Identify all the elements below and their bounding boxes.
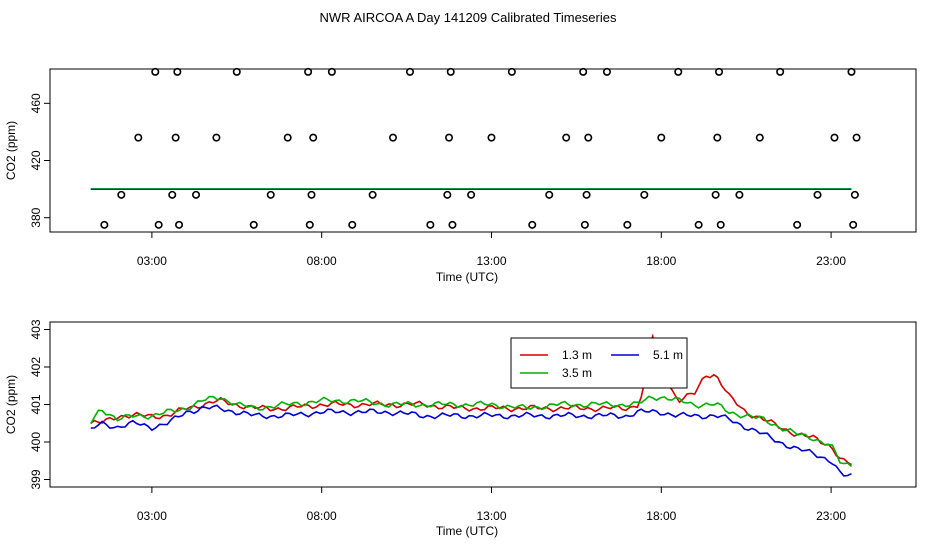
y-tick-label: 380: [29, 207, 43, 227]
data-point: [389, 133, 398, 142]
data-point: [443, 190, 452, 199]
y-axis-label: CO2 (ppm): [4, 121, 18, 180]
data-point: [467, 190, 476, 199]
data-point: [562, 133, 571, 142]
legend-label: 5.1 m: [653, 348, 683, 362]
bottom-line-panel: 03:00 08:00 13:00 18:00 23:00 399 400 401 402 403…: [4, 319, 917, 538]
x-axis-label: Time (UTC): [436, 524, 498, 538]
data-point: [192, 190, 201, 199]
data-point: [134, 133, 143, 142]
chart-title: NWR AIRCOA A Day 141209 Calibrated Times…: [320, 10, 617, 25]
data-point: [368, 190, 377, 199]
plot-frame: [49, 68, 917, 233]
data-point: [793, 220, 802, 229]
data-point: [579, 67, 588, 76]
y-tick-label: 402: [29, 357, 43, 377]
data-point: [212, 133, 221, 142]
legend-label: 3.5 m: [562, 366, 592, 380]
data-point: [847, 67, 856, 76]
data-point: [849, 220, 858, 229]
x-tick-label: 23:00: [816, 254, 846, 268]
series-line-5-1-m: [90, 404, 852, 477]
data-point: [735, 190, 744, 199]
data-point: [623, 220, 632, 229]
legend-box: [510, 337, 688, 389]
data-point: [507, 67, 516, 76]
x-axis-label: Time (UTC): [436, 270, 498, 284]
data-point: [852, 133, 861, 142]
data-point: [487, 133, 496, 142]
data-point: [830, 133, 839, 142]
data-point: [100, 220, 109, 229]
x-tick-label: 13:00: [476, 509, 506, 523]
data-point: [175, 220, 184, 229]
x-tick-label: 03:00: [137, 254, 167, 268]
data-point: [580, 220, 589, 229]
data-point: [309, 133, 318, 142]
y-tick-label: 400: [29, 432, 43, 452]
data-point: [173, 67, 182, 76]
data-point: [674, 67, 683, 76]
data-point: [307, 190, 316, 199]
data-point: [584, 133, 593, 142]
x-tick-label: 23:00: [816, 509, 846, 523]
data-point: [602, 67, 611, 76]
data-point: [117, 190, 126, 199]
data-point: [694, 220, 703, 229]
data-point: [405, 67, 414, 76]
data-point: [716, 220, 725, 229]
data-point: [168, 190, 177, 199]
y-tick-label: 420: [29, 150, 43, 170]
data-point: [305, 220, 314, 229]
data-point: [713, 133, 722, 142]
data-point: [445, 133, 454, 142]
data-point: [776, 67, 785, 76]
data-point: [711, 190, 720, 199]
data-point: [327, 67, 336, 76]
data-point: [249, 220, 258, 229]
y-tick-label: 403: [29, 319, 43, 339]
data-point: [850, 190, 859, 199]
data-point: [755, 133, 764, 142]
x-tick-label: 08:00: [307, 509, 337, 523]
data-point: [582, 190, 591, 199]
data-point: [426, 220, 435, 229]
x-tick-label: 03:00: [137, 509, 167, 523]
y-tick-label: 399: [29, 469, 43, 489]
data-point: [446, 67, 455, 76]
y-axis-label: CO2 (ppm): [4, 375, 18, 434]
data-point: [283, 133, 292, 142]
legend-label: 1.3 m: [562, 348, 592, 362]
series-line-3-5-m: [90, 395, 853, 468]
y-tick-label: 460: [29, 93, 43, 113]
x-tick-label: 18:00: [646, 509, 676, 523]
data-point: [657, 133, 666, 142]
data-point: [813, 190, 822, 199]
data-point: [448, 220, 457, 229]
data-point: [715, 67, 724, 76]
data-point: [304, 67, 313, 76]
data-point: [348, 220, 357, 229]
y-tick-label: 401: [29, 394, 43, 414]
data-point: [171, 133, 180, 142]
x-tick-label: 08:00: [307, 254, 337, 268]
data-point: [266, 190, 275, 199]
data-point: [528, 220, 537, 229]
data-point: [640, 190, 649, 199]
top-scatter-panel: 03:00 08:00 13:00 18:00 23:00 380 420 460 Time (…: [4, 67, 917, 284]
data-point: [151, 67, 160, 76]
series-line-1-3-m: [90, 333, 852, 466]
x-tick-label: 18:00: [646, 254, 676, 268]
data-point: [545, 190, 554, 199]
legend: 1.3 m 5.1 m 3.5 m: [510, 337, 688, 389]
data-point: [232, 67, 241, 76]
plot-frame: [49, 321, 917, 488]
x-tick-label: 13:00: [476, 254, 506, 268]
data-point: [154, 220, 163, 229]
